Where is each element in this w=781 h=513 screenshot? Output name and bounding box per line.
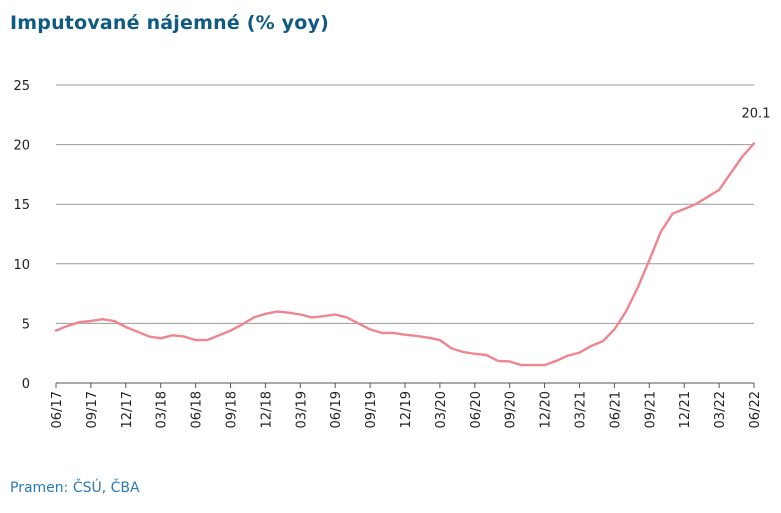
- x-tick-label: 12/21: [678, 391, 693, 428]
- x-tick-label: 12/17: [120, 391, 135, 428]
- data-label: 20.1: [742, 106, 771, 121]
- x-tick-label: 12/18: [259, 391, 274, 428]
- x-tick-label: 06/19: [329, 391, 344, 428]
- x-tick-label: 09/18: [225, 391, 240, 428]
- x-tick-label: 09/21: [643, 391, 658, 428]
- y-tick-label: 5: [22, 317, 30, 332]
- x-tick-label: 03/19: [294, 391, 309, 428]
- x-tick-label: 09/19: [364, 391, 379, 428]
- x-tick-label: 09/17: [85, 391, 100, 428]
- x-tick-label: 06/17: [50, 391, 65, 428]
- series-layer: [54, 142, 756, 367]
- x-tick-label: 06/21: [608, 391, 623, 428]
- series-line-0: [54, 142, 756, 367]
- source-note: Pramen: ČSÚ, ČBA: [10, 480, 140, 496]
- y-tick-label: 15: [13, 198, 30, 213]
- y-axis-ticks: 0 5 10 15 20 25: [13, 79, 30, 392]
- x-tick-label: 12/20: [539, 391, 554, 428]
- x-tick-label: 09/20: [504, 391, 519, 428]
- annotation-layer: 20.1: [742, 106, 771, 121]
- x-tick-label: 03/21: [574, 391, 589, 428]
- x-tick-label: 03/22: [713, 391, 728, 428]
- x-axis: 06/17 09/17 12/17 03/18 06/18 09/18 12/18 03/19…: [50, 382, 763, 428]
- y-tick-label: 20: [13, 139, 30, 154]
- gridlines: [56, 84, 754, 324]
- x-tick-label: 06/22: [748, 391, 763, 428]
- y-tick-label: 25: [13, 79, 30, 94]
- y-tick-label: 0: [22, 377, 30, 392]
- x-tick-label: 03/20: [434, 391, 449, 428]
- x-tick-label: 06/18: [190, 391, 205, 428]
- x-tick-label: 03/18: [155, 391, 170, 428]
- chart-title: Imputované nájemné (% yoy): [10, 12, 329, 34]
- y-tick-label: 10: [13, 258, 30, 273]
- x-tick-label: 06/20: [469, 391, 484, 428]
- x-tick-label: 12/19: [399, 391, 414, 428]
